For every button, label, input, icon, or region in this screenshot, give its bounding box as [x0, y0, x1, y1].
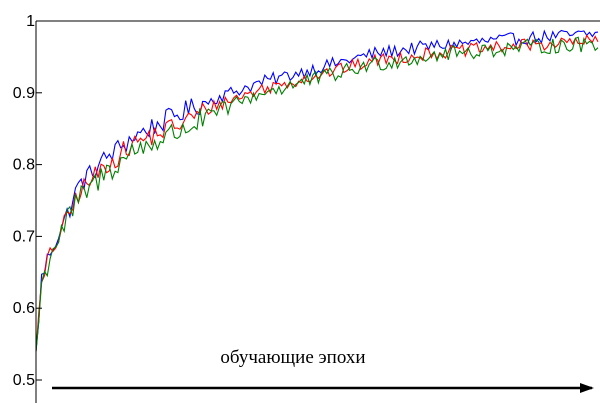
- y-tick-label-1: 1: [26, 13, 35, 30]
- axes: 0.5 0.6 0.7 0.8 0.9 1: [13, 13, 600, 403]
- epochs-label: обучающие эпохи: [220, 347, 365, 368]
- y-ticks: 0.5 0.6 0.7 0.8 0.9 1: [13, 13, 42, 389]
- y-tick-label-0.6: 0.6: [13, 300, 35, 317]
- series-line-2: [35, 34, 599, 352]
- series-line-1: [35, 29, 599, 352]
- y-tick-label-0.5: 0.5: [13, 372, 35, 389]
- y-tick-label-0.7: 0.7: [13, 228, 35, 245]
- y-tick-label-0.8: 0.8: [13, 157, 35, 174]
- series-line-3: [35, 36, 599, 352]
- series-layer: [35, 29, 599, 352]
- epochs-annotation: обучающие эпохи: [52, 347, 594, 393]
- y-tick-label-0.9: 0.9: [13, 85, 35, 102]
